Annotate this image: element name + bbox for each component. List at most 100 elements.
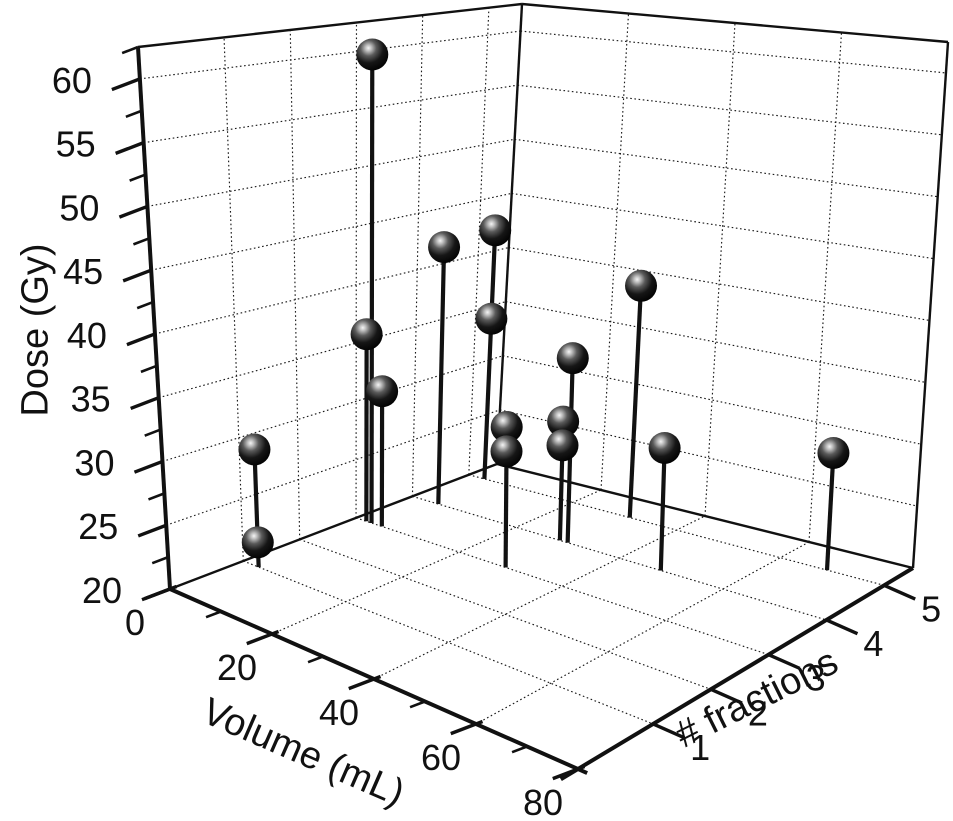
data-point-sphere bbox=[817, 436, 850, 469]
dose-major-tick bbox=[137, 523, 167, 538]
dose-minor-tick bbox=[151, 555, 169, 565]
fraction-tick bbox=[883, 583, 916, 601]
volume-tick-label: 0 bbox=[125, 602, 145, 643]
dose-tick-label: 50 bbox=[59, 187, 99, 228]
data-point-sphere bbox=[428, 231, 461, 264]
volume-tick-label: 80 bbox=[523, 782, 563, 821]
box-edge-top-right bbox=[521, 2, 949, 44]
data-stem bbox=[482, 230, 498, 480]
data-point-sphere bbox=[241, 526, 274, 559]
z-axis-title: Dose (Gy) bbox=[14, 243, 57, 417]
data-stem bbox=[824, 452, 836, 571]
dose-tick-label: 40 bbox=[67, 315, 107, 356]
box-edge-floor-left bbox=[169, 462, 498, 591]
data-stem bbox=[658, 447, 667, 571]
gridline-dose-left bbox=[166, 409, 501, 526]
dose-major-tick bbox=[126, 332, 156, 347]
volume-major-tick bbox=[246, 629, 280, 646]
gridline-dose-left bbox=[147, 138, 515, 207]
dose-minor-tick bbox=[140, 364, 158, 374]
data-point-sphere bbox=[238, 433, 271, 466]
volume-minor-tick bbox=[409, 700, 426, 709]
volume-minor-tick bbox=[511, 745, 528, 754]
data-stem bbox=[369, 54, 375, 524]
dose-tick-label: 25 bbox=[78, 506, 118, 547]
dose-tick-label: 30 bbox=[74, 442, 114, 483]
box-edge-floor-right bbox=[496, 462, 914, 570]
data-point-sphere bbox=[475, 302, 508, 335]
volume-axis bbox=[169, 587, 588, 775]
dose-axis bbox=[136, 46, 172, 590]
box-edge-right bbox=[911, 41, 950, 569]
gridline-fraction-wall bbox=[289, 29, 301, 540]
gridline-dose-left bbox=[143, 84, 518, 144]
data-point-sphere bbox=[546, 429, 579, 462]
fraction-tick-label: 1 bbox=[690, 727, 710, 768]
gridline-fraction-wall bbox=[411, 15, 424, 497]
data-point-sphere bbox=[490, 410, 523, 443]
data-point-sphere bbox=[547, 405, 580, 438]
data-point-sphere bbox=[490, 435, 523, 468]
dose-major-tick bbox=[130, 396, 160, 411]
gridline-dose-left bbox=[139, 30, 521, 80]
gridline-volume-floor bbox=[373, 515, 706, 680]
dose-tick-label: 60 bbox=[52, 60, 92, 101]
volume-tick-label: 60 bbox=[421, 737, 461, 778]
fraction-tick-label: 2 bbox=[748, 692, 768, 733]
data-point-sphere bbox=[648, 431, 681, 464]
dose-minor-tick bbox=[129, 173, 146, 182]
gridline-fraction-floor bbox=[412, 495, 827, 621]
dose-major-tick bbox=[122, 268, 152, 283]
volume-tick-label: 40 bbox=[319, 692, 359, 733]
gridline-dose-left bbox=[162, 355, 504, 463]
gridline-volume-floor bbox=[475, 541, 810, 725]
gridline-fraction-wall bbox=[223, 37, 244, 562]
data-point-sphere bbox=[366, 375, 399, 408]
fraction-axis bbox=[559, 566, 915, 782]
dose-tick-label: 55 bbox=[56, 124, 96, 165]
floor bbox=[170, 464, 913, 769]
data-point-sphere bbox=[479, 214, 512, 247]
fraction-tick bbox=[652, 722, 685, 740]
dose-minor-tick bbox=[132, 237, 150, 246]
volume-tick-label: 20 bbox=[217, 647, 257, 688]
volume-minor-tick bbox=[205, 610, 222, 619]
volume-major-tick bbox=[348, 674, 382, 691]
gridline-fraction-floor bbox=[299, 538, 712, 690]
dose-tick-label: 35 bbox=[71, 379, 111, 420]
dose-major-tick bbox=[115, 141, 145, 155]
volume-major-tick bbox=[552, 764, 586, 781]
gridline-dose-left bbox=[151, 192, 512, 271]
box-edge-top-left bbox=[137, 2, 523, 49]
data-point-sphere bbox=[556, 342, 589, 375]
data-point-sphere bbox=[356, 38, 389, 71]
volume-minor-tick bbox=[307, 655, 324, 664]
right-wall bbox=[497, 4, 948, 568]
gridline-volume-wall bbox=[808, 32, 843, 543]
dose-minor-tick bbox=[144, 428, 162, 437]
data-stem bbox=[436, 247, 447, 505]
fraction-tick-label: 5 bbox=[921, 588, 941, 629]
fraction-tick bbox=[710, 687, 743, 705]
volume-major-tick bbox=[144, 584, 178, 601]
gridline-fraction-floor bbox=[355, 517, 769, 656]
dose-major-tick bbox=[118, 204, 149, 219]
gridline-volume-floor bbox=[271, 489, 602, 635]
fraction-tick bbox=[767, 653, 801, 670]
dose-minor-tick bbox=[148, 492, 165, 501]
fraction-tick-label: 4 bbox=[863, 623, 883, 664]
data-point-sphere bbox=[625, 269, 658, 302]
data-point-sphere bbox=[350, 318, 383, 351]
dose-minor-tick bbox=[121, 45, 139, 55]
dose-minor-tick bbox=[136, 300, 154, 310]
volume-major-tick bbox=[450, 719, 484, 736]
fraction-tick-label: 3 bbox=[806, 658, 826, 699]
dose-tick-label: 20 bbox=[82, 570, 122, 611]
fraction-tick bbox=[825, 618, 859, 636]
dose-major-tick bbox=[111, 77, 141, 92]
dose-minor-tick bbox=[125, 109, 143, 119]
gridline-dose-left bbox=[158, 301, 506, 399]
left-wall bbox=[138, 4, 522, 589]
